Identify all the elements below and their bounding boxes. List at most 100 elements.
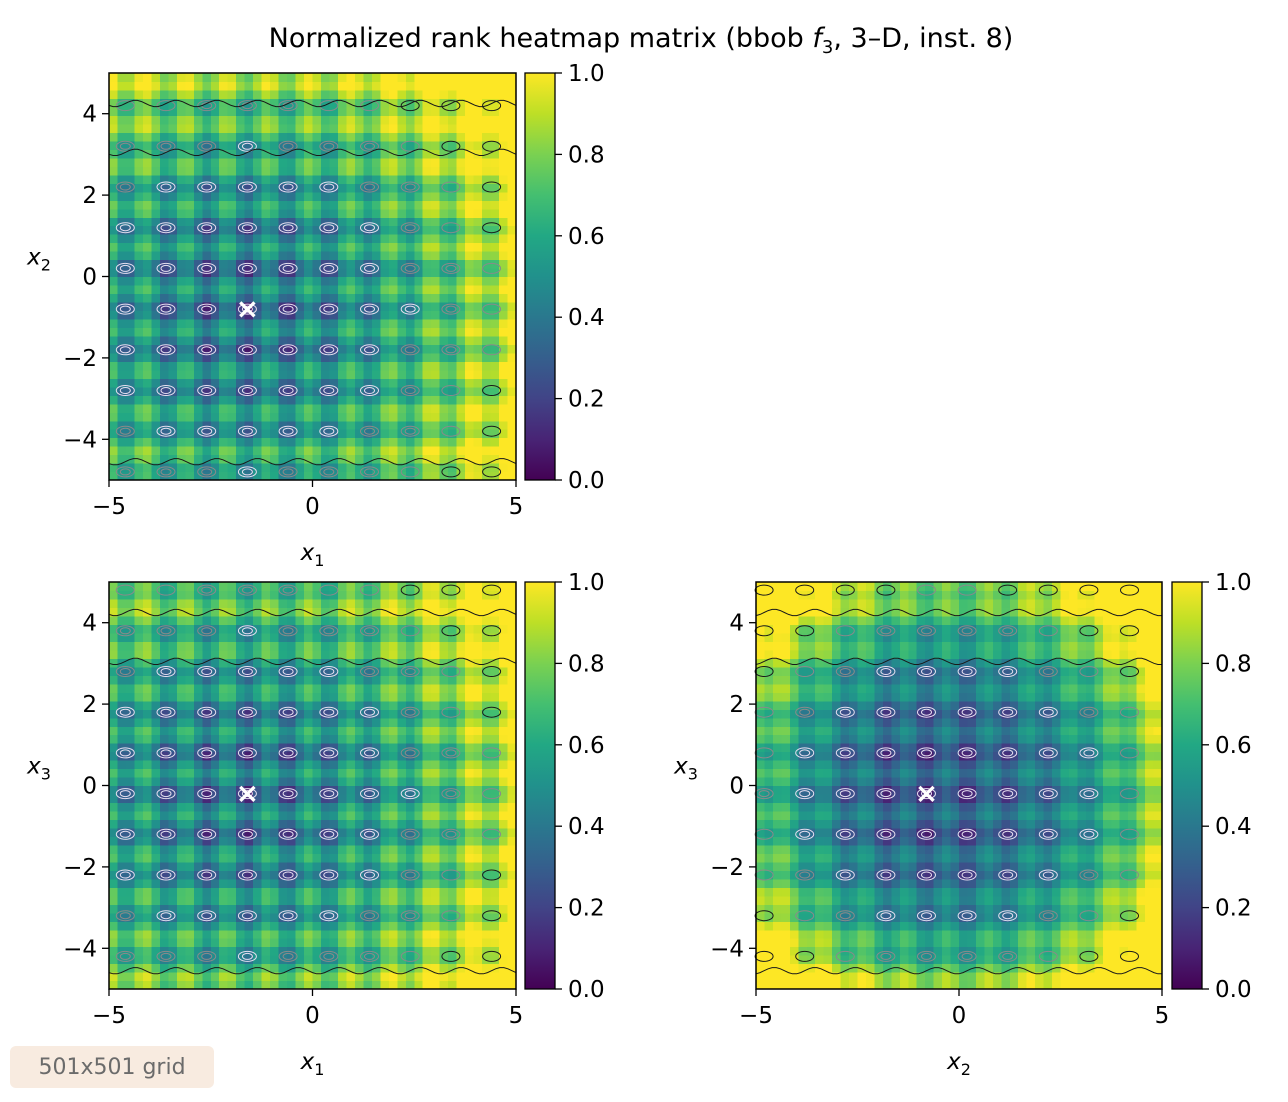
heatmap-cell bbox=[380, 598, 390, 609]
heatmap-cell bbox=[244, 598, 254, 609]
heatmap-cell bbox=[253, 598, 263, 609]
heatmap-cell bbox=[125, 624, 136, 634]
heatmap-cell bbox=[236, 700, 246, 710]
heatmap-cell bbox=[490, 191, 500, 201]
contour-line bbox=[360, 910, 379, 922]
heatmap-cell bbox=[185, 929, 195, 939]
heatmap-cell bbox=[388, 191, 398, 201]
heatmap-cell bbox=[312, 89, 322, 100]
heatmap-cell bbox=[210, 683, 220, 693]
heatmap-cell bbox=[448, 310, 458, 320]
contour-line bbox=[237, 181, 257, 193]
heatmap-cell bbox=[176, 352, 186, 362]
heatmap-cell bbox=[337, 318, 348, 328]
contour-line bbox=[237, 262, 257, 274]
heatmap-cell bbox=[202, 386, 212, 396]
heatmap-cell bbox=[439, 861, 449, 871]
heatmap-cell bbox=[354, 251, 364, 261]
heatmap-cell bbox=[320, 675, 331, 685]
heatmap-cell bbox=[363, 344, 373, 354]
contour-line bbox=[441, 950, 461, 962]
heatmap-cell bbox=[210, 403, 220, 413]
heatmap-cell bbox=[176, 632, 186, 642]
heatmap-cell bbox=[125, 276, 136, 286]
heatmap-cell bbox=[210, 471, 220, 481]
heatmap-cell bbox=[295, 853, 305, 863]
heatmap-cell bbox=[159, 692, 169, 702]
heatmap-cell bbox=[473, 751, 483, 761]
heatmap-cell bbox=[354, 276, 364, 286]
heatmap-cell bbox=[304, 284, 314, 295]
heatmap-cell bbox=[142, 938, 152, 948]
heatmap-cell bbox=[329, 598, 339, 609]
heatmap-cell bbox=[337, 955, 348, 965]
heatmap-cell bbox=[337, 73, 348, 83]
heatmap-cell bbox=[109, 717, 119, 727]
heatmap-cell bbox=[210, 369, 220, 379]
heatmap-cell bbox=[261, 251, 271, 261]
heatmap-cell bbox=[159, 929, 169, 939]
heatmap-cell bbox=[244, 157, 254, 167]
heatmap-cell bbox=[397, 183, 407, 193]
heatmap-cell bbox=[168, 810, 178, 821]
heatmap-cell bbox=[346, 641, 356, 651]
heatmap-cell bbox=[168, 412, 178, 422]
heatmap-cell bbox=[473, 157, 483, 167]
heatmap-cell bbox=[261, 276, 271, 286]
heatmap-cell bbox=[125, 819, 136, 829]
heatmap-cell bbox=[397, 946, 407, 956]
heatmap-cell bbox=[176, 437, 186, 447]
heatmap-cell bbox=[159, 607, 169, 617]
heatmap-cell bbox=[482, 904, 492, 914]
heatmap-cell bbox=[422, 352, 432, 362]
heatmap-cell bbox=[261, 310, 271, 320]
heatmap-cell bbox=[202, 692, 212, 702]
heatmap-cell bbox=[422, 335, 432, 345]
heatmap-cell bbox=[490, 327, 500, 337]
heatmap-cell bbox=[337, 301, 348, 312]
heatmap-cell bbox=[465, 632, 475, 642]
heatmap-cell bbox=[142, 454, 152, 464]
heatmap-cell bbox=[176, 590, 186, 600]
heatmap-cell bbox=[448, 768, 458, 778]
heatmap-cell bbox=[219, 887, 229, 897]
heatmap-cell bbox=[422, 887, 432, 897]
heatmap-cell bbox=[287, 361, 297, 371]
heatmap-cell bbox=[287, 946, 297, 956]
heatmap-cell bbox=[278, 123, 288, 133]
heatmap-cell bbox=[193, 760, 203, 770]
heatmap-cell bbox=[507, 386, 517, 396]
heatmap-cell bbox=[227, 590, 237, 600]
heatmap-cell bbox=[270, 140, 280, 150]
heatmap-cell bbox=[261, 590, 271, 600]
heatmap-cell bbox=[499, 106, 509, 116]
heatmap-cell bbox=[287, 73, 297, 83]
heatmap-cell bbox=[159, 700, 169, 710]
heatmap-cell bbox=[287, 904, 297, 914]
heatmap-cell bbox=[388, 174, 398, 184]
heatmap-cell bbox=[125, 166, 136, 176]
heatmap-cell bbox=[371, 259, 381, 269]
heatmap-cell bbox=[193, 123, 203, 133]
heatmap-cell bbox=[431, 344, 441, 354]
heatmap-cell bbox=[176, 887, 186, 897]
heatmap-cell bbox=[278, 217, 288, 227]
heatmap-cell bbox=[482, 810, 492, 821]
heatmap-cell bbox=[371, 912, 381, 922]
heatmap-cell bbox=[490, 700, 500, 710]
heatmap-cell bbox=[354, 887, 364, 897]
heatmap-cell bbox=[278, 624, 288, 634]
contour-lines bbox=[108, 584, 517, 975]
heatmap-cell bbox=[236, 437, 246, 447]
heatmap-cell bbox=[431, 140, 441, 150]
heatmap-cell bbox=[210, 760, 220, 770]
heatmap-cell bbox=[304, 412, 314, 422]
heatmap-cell bbox=[219, 582, 229, 592]
heatmap-cell bbox=[168, 166, 178, 176]
heatmap-cell bbox=[465, 785, 475, 795]
heatmap-cell bbox=[320, 344, 331, 354]
heatmap-cell bbox=[295, 259, 305, 269]
heatmap-cell bbox=[202, 454, 212, 464]
heatmap-cell bbox=[397, 870, 407, 880]
heatmap-cell bbox=[371, 412, 381, 422]
